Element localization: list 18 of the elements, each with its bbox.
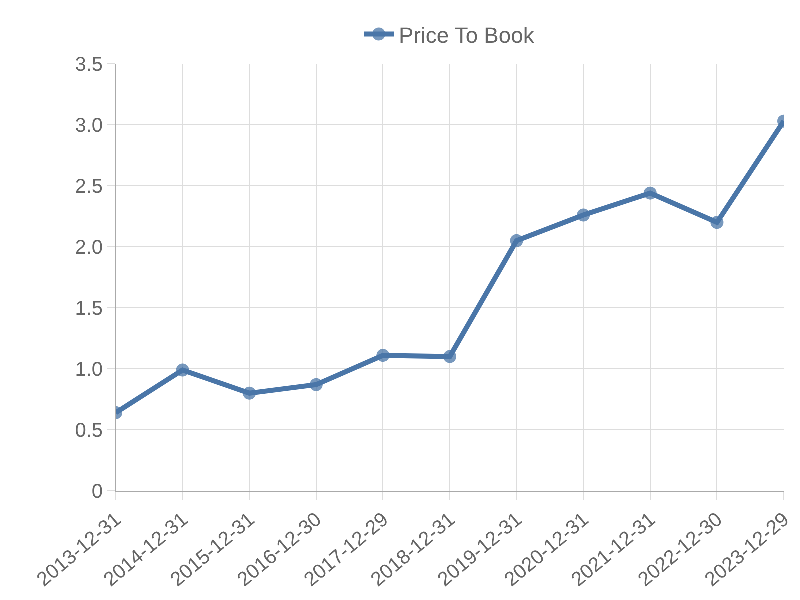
legend-label: Price To Book — [399, 22, 536, 48]
point — [176, 364, 190, 377]
point — [376, 349, 390, 362]
point — [710, 216, 724, 230]
y-tick-label: 2.0 — [75, 237, 103, 259]
point — [644, 186, 657, 200]
y-tick-label: 3.5 — [75, 54, 103, 76]
y-tick-label: 1.5 — [75, 298, 103, 320]
point — [577, 208, 590, 222]
point — [310, 378, 323, 392]
point — [444, 350, 456, 364]
y-tick-label: 3.0 — [75, 115, 103, 137]
y-tick-label: 0 — [92, 481, 103, 503]
point — [510, 234, 524, 248]
point — [243, 386, 256, 400]
y-tick-label: 0.5 — [75, 420, 103, 442]
y-tick-label: 1.0 — [75, 359, 103, 381]
y-tick-label: 2.5 — [75, 176, 103, 198]
